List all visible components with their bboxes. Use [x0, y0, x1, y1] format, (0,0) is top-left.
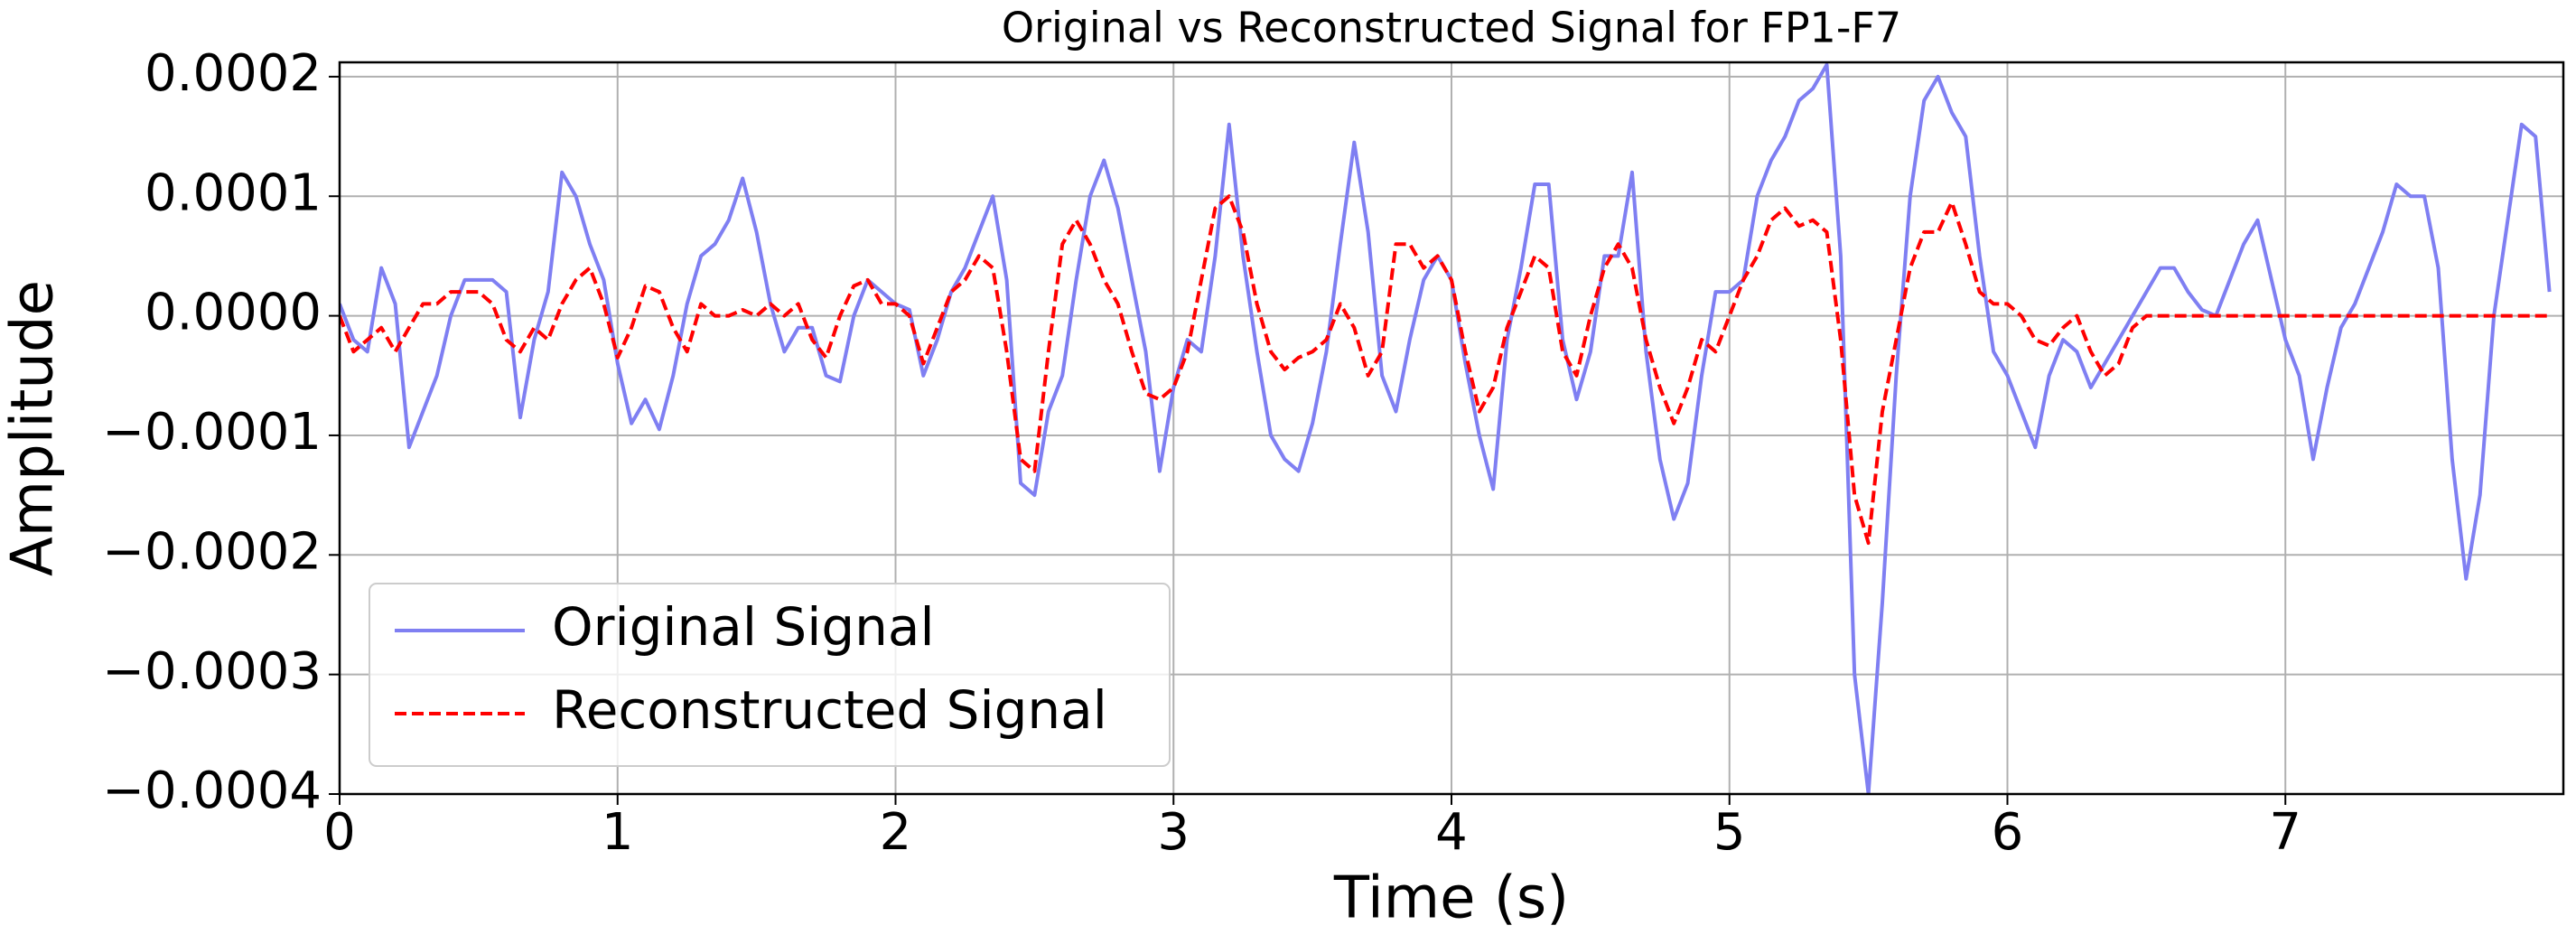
x-tick-label: 5: [1713, 803, 1746, 862]
chart-title: Original vs Reconstructed Signal for FP1…: [1002, 4, 1901, 52]
x-tick-label: 7: [2269, 803, 2301, 862]
x-tick-label: 3: [1157, 803, 1190, 862]
y-tick-label: −0.0001: [102, 403, 322, 462]
plot-frame: [338, 61, 2565, 796]
x-axis-label: Time (s): [1333, 865, 1569, 932]
x-tick-label: 2: [880, 803, 912, 862]
x-tick-label: 1: [602, 803, 634, 862]
y-axis-label: Amplitude: [0, 280, 67, 576]
series-line: [340, 194, 2550, 546]
y-tick-label: 0.0000: [145, 284, 322, 342]
y-tick-label: −0.0003: [102, 642, 322, 701]
y-tick-label: −0.0002: [102, 522, 322, 581]
legend-label: Reconstructed Signal: [552, 679, 1107, 741]
y-tick-label: 0.0002: [145, 44, 322, 103]
x-tick-label: 0: [323, 803, 356, 862]
x-tick-label: 4: [1435, 803, 1468, 862]
legend-box: [369, 583, 1171, 767]
y-tick-label: −0.0004: [102, 762, 322, 820]
y-tick-label: 0.0001: [145, 164, 322, 222]
x-tick-label: 6: [1992, 803, 2024, 862]
legend-label: Original Signal: [552, 596, 935, 658]
